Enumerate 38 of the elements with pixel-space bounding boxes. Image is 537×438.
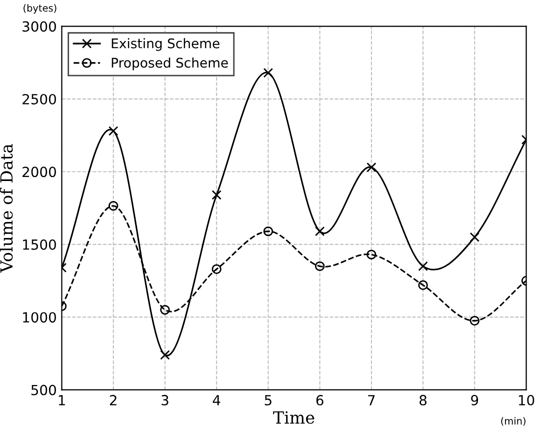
point (366, 162, 376, 172)
point (470, 316, 480, 326)
text: (min) (501, 417, 526, 426)
point (212, 264, 222, 274)
y-tick-label: 500 (31, 384, 56, 396)
point (314, 261, 325, 272)
x-tick-label: 6 (316, 394, 324, 406)
point (418, 261, 428, 272)
y-tick-label: 1000 (23, 312, 56, 323)
text: (bytes) (24, 4, 56, 14)
x-tick-label: 7 (368, 395, 375, 406)
legend-label: Existing Scheme (112, 38, 220, 51)
y-tick-label: 2000 (22, 166, 56, 178)
point (212, 190, 222, 200)
point (160, 350, 170, 360)
x-tick-label: 5 (264, 395, 272, 406)
x-axis-title: Time (273, 411, 314, 424)
y-tick-label: 1500 (23, 239, 56, 250)
y-tick-label: 3000 (22, 21, 56, 32)
point (418, 280, 428, 290)
y-axis-title: Volume of Data (0, 144, 13, 273)
point (263, 226, 274, 236)
x-tick-label: 1 (58, 395, 65, 406)
point (263, 68, 274, 78)
point (108, 201, 118, 211)
point (108, 126, 118, 136)
x-tick-label: 8 (420, 394, 427, 406)
point (314, 226, 325, 236)
x-tick-label: 10 (518, 394, 534, 406)
x-tick-label: 2 (110, 394, 116, 406)
legend-label: Proposed Scheme (112, 58, 228, 70)
x-tick-label: 4 (212, 395, 220, 406)
point (366, 250, 376, 260)
point (160, 304, 170, 315)
point (470, 232, 480, 242)
x-tick-label: 9 (471, 394, 478, 406)
x-tick-label: 3 (162, 394, 168, 406)
y-tick-label: 2500 (22, 94, 56, 104)
